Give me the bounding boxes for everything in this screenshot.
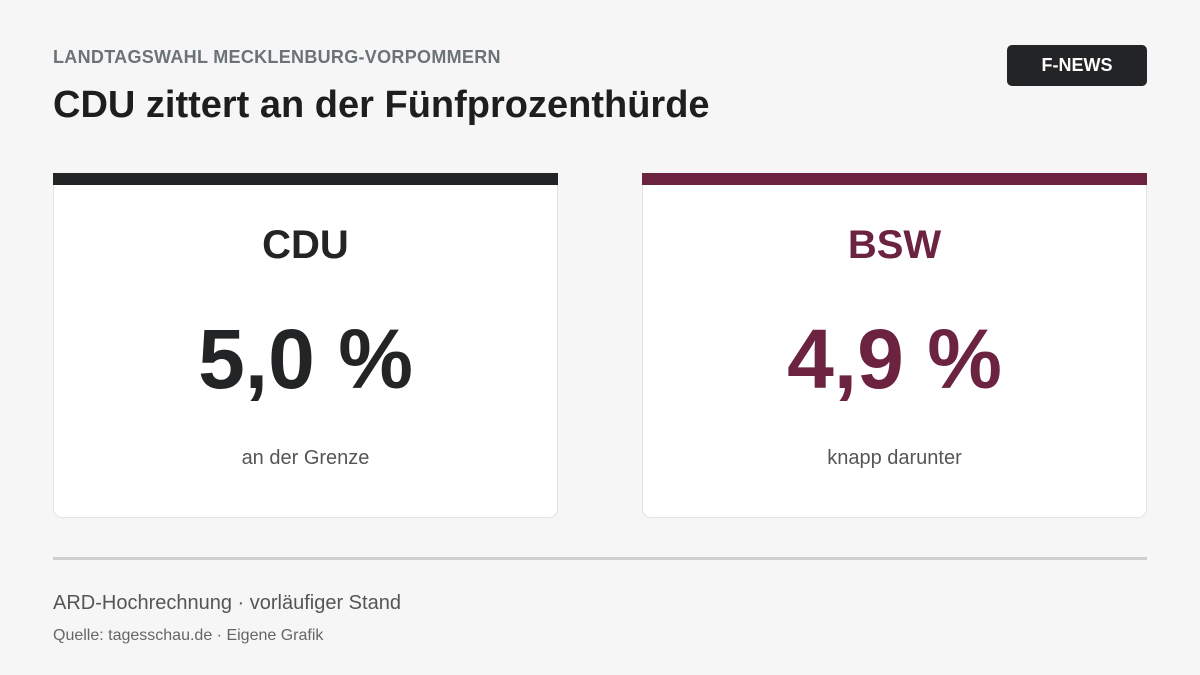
footer-note: ARD-Hochrechnung · vorläufiger Stand: [53, 592, 401, 614]
source-note: Quelle: tagesschau.de · Eigene Grafik: [53, 627, 324, 644]
party-name: CDU: [262, 223, 349, 267]
accent-bar: [642, 173, 1147, 185]
card-note: knapp darunter: [827, 447, 962, 469]
divider: [53, 557, 1147, 560]
card-note: an der Grenze: [241, 447, 370, 469]
kicker: LANDTAGSWAHL MECKLENBURG-VORPOMMERN: [53, 47, 501, 67]
percentage: 4,9 %: [787, 312, 1002, 406]
party-card: CDU 5,0 % an der Grenze: [53, 173, 558, 518]
percentage: 5,0 %: [198, 312, 413, 406]
accent-bar: [53, 173, 558, 185]
party-name: BSW: [847, 223, 942, 267]
brand-badge: F-NEWS: [1007, 45, 1147, 86]
headline: CDU zittert an der Fünfprozenthürde: [53, 84, 710, 126]
party-card: BSW 4,9 % knapp darunter: [642, 173, 1147, 518]
